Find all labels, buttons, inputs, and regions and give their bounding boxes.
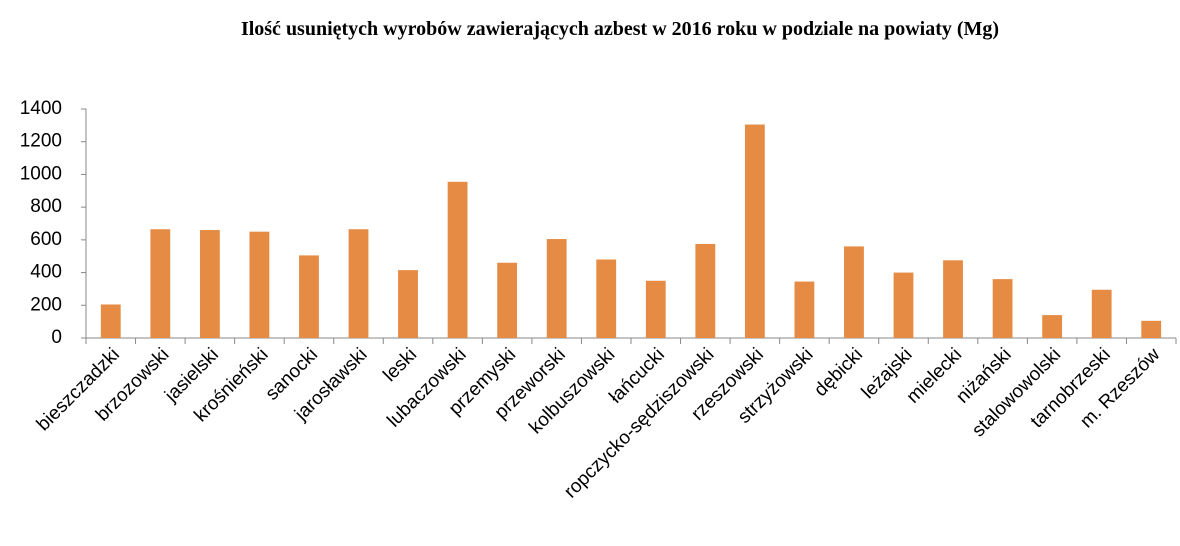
- bar: [150, 229, 171, 338]
- bar: [893, 272, 914, 338]
- bar: [1042, 315, 1063, 338]
- bar: [447, 181, 468, 338]
- bar: [943, 260, 963, 338]
- y-tick-label: 800: [30, 196, 62, 217]
- chart-title: Ilość usuniętych wyrobów zawierających a…: [240, 18, 1000, 40]
- y-tick-label: 600: [30, 229, 62, 250]
- bar: [794, 281, 815, 338]
- y-tick-label: 400: [30, 262, 62, 283]
- x-tick-label: leski: [379, 344, 421, 386]
- x-tick-label: dębicki: [810, 344, 867, 401]
- bar: [596, 259, 617, 338]
- bar: [348, 229, 369, 338]
- bar: [645, 280, 666, 338]
- bar: [199, 230, 220, 338]
- bar: [100, 304, 121, 338]
- bar: [992, 279, 1013, 338]
- bar: [546, 239, 567, 338]
- y-tick-label: 1200: [20, 131, 62, 152]
- y-tick-label: 0: [51, 327, 62, 348]
- bar: [398, 270, 418, 338]
- x-tick-label: kolbuszowski: [525, 344, 619, 438]
- bar: [844, 246, 864, 338]
- y-tick-label: 200: [30, 294, 62, 315]
- bar: [744, 124, 765, 339]
- bar: [695, 243, 716, 338]
- y-tick-label: 1400: [20, 98, 62, 119]
- y-tick-label: 1000: [20, 163, 62, 184]
- bar: [249, 231, 270, 338]
- bar: [299, 255, 319, 338]
- bar: [497, 262, 518, 338]
- bar: [1141, 320, 1162, 338]
- bar: [1091, 289, 1112, 338]
